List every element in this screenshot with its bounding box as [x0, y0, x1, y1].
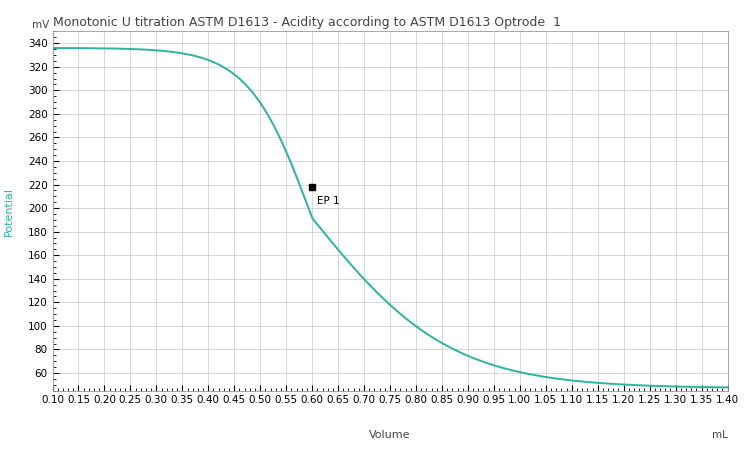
Text: mL: mL — [712, 430, 728, 440]
Text: Monotonic U titration ASTM D1613 - Acidity according to ASTM D1613 Optrode  1: Monotonic U titration ASTM D1613 - Acidi… — [53, 16, 560, 29]
Text: EP 1: EP 1 — [317, 196, 340, 206]
Text: mV: mV — [32, 20, 50, 30]
Text: Potential: Potential — [4, 186, 13, 236]
Text: Volume: Volume — [369, 430, 411, 440]
